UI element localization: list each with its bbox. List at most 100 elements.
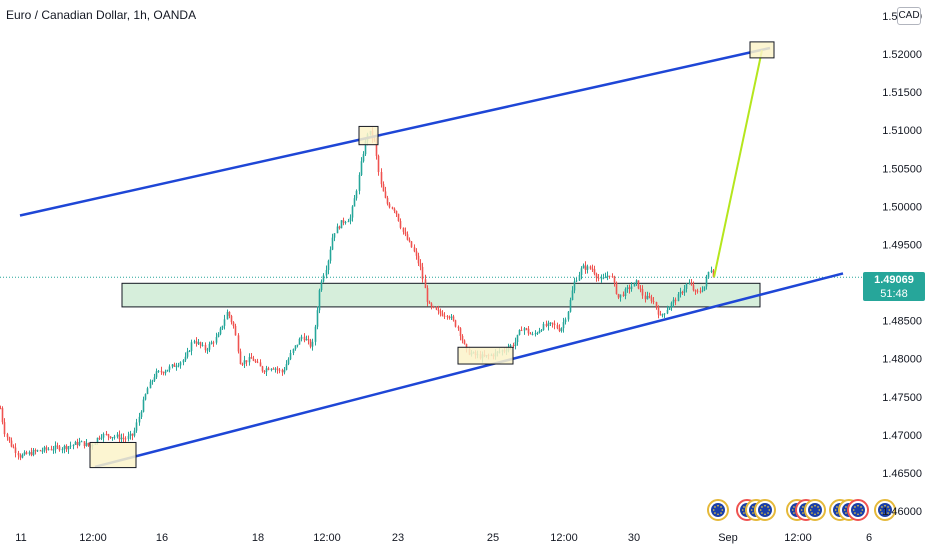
candle-body	[428, 301, 431, 304]
candle-body	[241, 364, 244, 366]
candle-body	[593, 269, 596, 274]
candle-body	[36, 450, 39, 452]
candle-body	[303, 336, 306, 341]
candle-body	[318, 290, 321, 311]
candle-body	[703, 286, 706, 291]
candle-body	[263, 371, 266, 373]
candle-body	[177, 365, 180, 367]
candle-body	[47, 449, 50, 451]
candle-body	[278, 369, 281, 371]
candle-body	[652, 301, 655, 303]
candle-body	[364, 141, 367, 155]
candle-body	[314, 326, 317, 342]
time-axis[interactable]: 11 12:00 16 18 12:00 23 25 12:00 30 Sep 12:00 6	[15, 532, 872, 544]
candle-body	[527, 328, 530, 334]
candle-body	[410, 241, 413, 248]
candle-body	[435, 307, 438, 310]
candle-body	[582, 265, 585, 269]
candle-body	[63, 445, 66, 449]
candle-body	[76, 441, 79, 446]
candle-body	[267, 368, 270, 370]
candle-body	[417, 255, 420, 264]
price-tick-label: 1.48000	[882, 354, 922, 366]
candle-body	[316, 310, 319, 327]
candle-body	[529, 333, 532, 335]
projection-line	[713, 50, 763, 278]
candle-body	[14, 447, 17, 453]
price-axis[interactable]: 1.46000 1.46500 1.47000 1.47500 1.48000 1.485…	[882, 11, 922, 518]
candle-body	[569, 299, 572, 312]
candle-body	[635, 280, 638, 283]
candle-body	[630, 286, 633, 290]
candle-body	[683, 289, 686, 293]
candle-body	[564, 319, 567, 323]
candle-body	[637, 280, 640, 289]
candle-body	[525, 328, 528, 330]
eu-flag-icon	[804, 499, 826, 521]
candle-body	[600, 278, 603, 280]
candle-body	[641, 289, 644, 296]
candle-body	[340, 220, 343, 229]
candle-body	[567, 311, 570, 320]
candle-body	[692, 285, 695, 291]
candle-body	[463, 340, 466, 344]
candle-body	[309, 340, 312, 347]
candle-body	[160, 370, 163, 373]
candle-body	[175, 366, 178, 368]
candle-body	[351, 206, 354, 218]
price-tick-label: 1.50000	[882, 201, 922, 213]
eu-flag-icon	[874, 499, 896, 521]
candle-body	[151, 380, 154, 382]
channel-upper-line	[19, 46, 771, 217]
candle-body	[432, 306, 435, 308]
candle-body	[226, 311, 229, 320]
candle-body	[274, 368, 277, 370]
candle-body	[602, 277, 605, 279]
candle-body	[146, 388, 149, 395]
chart-title: Euro / Canadian Dollar, 1h, OANDA	[6, 8, 197, 22]
last-price-value: 1.49069	[874, 274, 914, 286]
candle-body	[454, 320, 457, 327]
candle-body	[571, 290, 574, 300]
candle-body	[452, 316, 455, 321]
candle-body	[388, 203, 391, 208]
candle-body	[639, 288, 642, 290]
candle-body	[615, 282, 618, 294]
candle-body	[252, 358, 255, 361]
candle-body	[380, 172, 383, 185]
candle-body	[699, 291, 702, 293]
candle-body	[393, 208, 396, 211]
candle-body	[329, 249, 332, 261]
candle-body	[670, 302, 673, 308]
candle-body	[239, 351, 242, 365]
candle-body	[355, 190, 358, 199]
candle-body	[624, 289, 627, 296]
candle-body	[237, 335, 240, 352]
candle-body	[107, 434, 110, 437]
candle-body	[663, 313, 666, 315]
candle-body	[210, 342, 213, 345]
candle-body	[250, 357, 253, 359]
candle-body	[298, 338, 301, 345]
price-tick-label: 1.46000	[882, 506, 922, 518]
candle-body	[129, 433, 132, 436]
candle-body	[450, 316, 453, 318]
candle-body	[305, 339, 308, 341]
candle-body	[668, 307, 671, 311]
price-tick-label: 1.46500	[882, 468, 922, 480]
candle-body	[10, 440, 13, 447]
candle-body	[168, 366, 171, 370]
currency-badge[interactable]: CAD	[897, 7, 921, 25]
candle-body	[391, 207, 394, 209]
candle-body	[83, 441, 86, 447]
candle-body	[1, 408, 4, 423]
candle-body	[201, 344, 204, 346]
candle-body	[193, 341, 196, 343]
candle-body	[65, 445, 68, 450]
candle-body	[545, 323, 548, 327]
candle-body	[186, 351, 189, 357]
candle-body	[710, 270, 713, 272]
candle-body	[52, 449, 55, 451]
